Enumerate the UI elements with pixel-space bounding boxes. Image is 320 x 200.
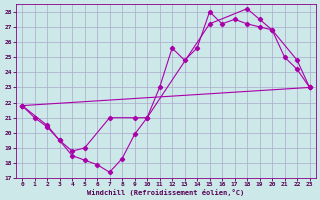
X-axis label: Windchill (Refroidissement éolien,°C): Windchill (Refroidissement éolien,°C)	[87, 189, 244, 196]
